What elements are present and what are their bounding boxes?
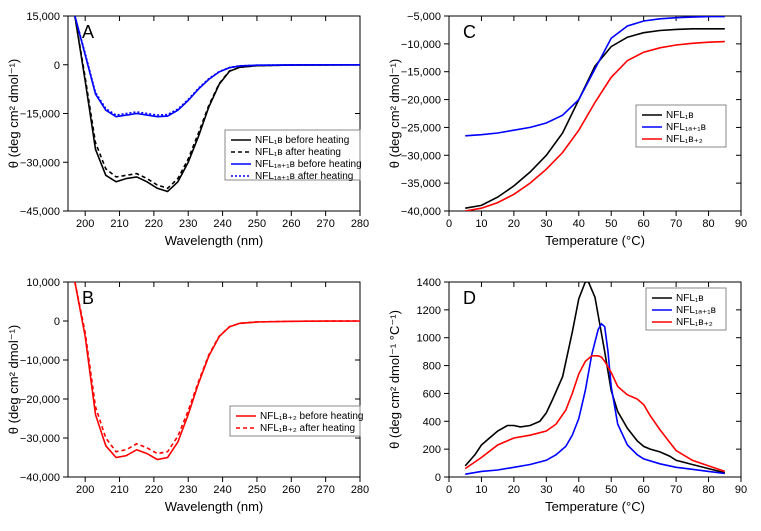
svg-text:−35,000: −35,000 <box>400 178 440 190</box>
svg-text:0: 0 <box>54 316 60 328</box>
svg-text:260: 260 <box>282 218 300 230</box>
svg-text:30: 30 <box>540 218 552 230</box>
svg-text:15,000: 15,000 <box>26 11 60 23</box>
svg-text:600: 600 <box>422 388 440 400</box>
svg-text:−10,000: −10,000 <box>20 355 60 367</box>
panel-a: 200 210 220 230 240 250 260 270 280 −45,000 −30,00… <box>0 0 381 266</box>
panel-b: 200 210 220 230 240 250 260 270 280 −40,000 −30,00… <box>0 266 381 531</box>
svg-text:−15,000: −15,000 <box>400 67 440 79</box>
svg-text:200: 200 <box>76 484 94 496</box>
svg-text:θ (deg cm² dmol⁻¹): θ (deg cm² dmol⁻¹) <box>387 59 402 168</box>
svg-text:NFL₁ₐ₊₁ʙ before heating: NFL₁ₐ₊₁ʙ before heating <box>255 159 362 170</box>
svg-text:−30,000: −30,000 <box>20 157 60 169</box>
svg-text:220: 220 <box>145 484 163 496</box>
svg-text:90: 90 <box>734 484 746 496</box>
svg-text:0: 0 <box>445 484 451 496</box>
svg-text:−20,000: −20,000 <box>20 394 60 406</box>
svg-text:50: 50 <box>605 484 617 496</box>
svg-text:20: 20 <box>507 218 519 230</box>
svg-text:20: 20 <box>507 484 519 496</box>
svg-text:400: 400 <box>422 416 440 428</box>
svg-text:1400: 1400 <box>416 277 440 289</box>
svg-text:−15,000: −15,000 <box>20 109 60 121</box>
panel-d: 0 10 20 30 40 50 60 70 80 90 0 200 400 600 800 1000 1200… <box>381 266 761 531</box>
svg-text:−10,000: −10,000 <box>400 39 440 51</box>
svg-text:280: 280 <box>351 218 369 230</box>
svg-text:Wavelength (nm): Wavelength (nm) <box>165 233 264 248</box>
svg-text:B: B <box>82 288 94 308</box>
svg-text:NFL₁ʙ₊₂: NFL₁ʙ₊₂ <box>676 317 713 328</box>
svg-text:−40,000: −40,000 <box>400 206 440 218</box>
svg-text:NFL₁ₐ₊₁ʙ: NFL₁ₐ₊₁ʙ <box>676 305 716 316</box>
svg-text:240: 240 <box>213 218 231 230</box>
svg-text:NFL₁ₐ₊₁ʙ after heating: NFL₁ₐ₊₁ʙ after heating <box>255 171 353 182</box>
svg-text:40: 40 <box>572 484 584 496</box>
svg-text:260: 260 <box>282 484 300 496</box>
svg-text:200: 200 <box>76 218 94 230</box>
svg-text:230: 230 <box>179 484 197 496</box>
panel-c: 0 10 20 30 40 50 60 70 80 90 −40,000 −35,000 −30,000… <box>381 0 761 266</box>
svg-text:60: 60 <box>637 218 649 230</box>
svg-text:θ (deg cm² dmol⁻¹): θ (deg cm² dmol⁻¹) <box>6 324 21 433</box>
svg-text:NFL₁ʙ: NFL₁ʙ <box>676 293 704 304</box>
svg-text:70: 70 <box>669 218 681 230</box>
svg-text:210: 210 <box>110 484 128 496</box>
svg-text:280: 280 <box>351 484 369 496</box>
svg-text:10,000: 10,000 <box>26 277 60 289</box>
svg-text:800: 800 <box>422 360 440 372</box>
svg-text:θ (deg cm² dmol⁻¹ °C⁻¹): θ (deg cm² dmol⁻¹ °C⁻¹) <box>387 310 402 449</box>
svg-text:−45,000: −45,000 <box>20 206 60 218</box>
svg-text:230: 230 <box>179 218 197 230</box>
svg-text:NFL₁ʙ₊₂ before heating: NFL₁ʙ₊₂ before heating <box>260 411 363 422</box>
svg-text:270: 270 <box>316 484 334 496</box>
svg-text:10: 10 <box>475 218 487 230</box>
svg-text:200: 200 <box>422 444 440 456</box>
svg-text:270: 270 <box>316 218 334 230</box>
svg-text:Temperature (°C): Temperature (°C) <box>545 233 645 248</box>
svg-text:NFL₁ʙ before heating: NFL₁ʙ before heating <box>255 135 349 146</box>
svg-text:80: 80 <box>702 484 714 496</box>
svg-text:0: 0 <box>54 60 60 72</box>
svg-text:210: 210 <box>110 218 128 230</box>
svg-text:−30,000: −30,000 <box>20 433 60 445</box>
svg-text:NFL₁ʙ after heating: NFL₁ʙ after heating <box>255 147 341 158</box>
svg-text:−25,000: −25,000 <box>400 122 440 134</box>
svg-text:NFL₁ₐ₊₁ʙ: NFL₁ₐ₊₁ʙ <box>666 122 706 133</box>
svg-text:40: 40 <box>572 218 584 230</box>
svg-text:D: D <box>463 288 476 308</box>
svg-text:50: 50 <box>605 218 617 230</box>
svg-text:A: A <box>82 22 94 42</box>
svg-text:80: 80 <box>702 218 714 230</box>
svg-text:10: 10 <box>475 484 487 496</box>
svg-text:1000: 1000 <box>416 332 440 344</box>
chart-grid: 200210220230240250260270280−45,000−30,00… <box>0 0 761 531</box>
svg-text:250: 250 <box>248 484 266 496</box>
svg-text:70: 70 <box>669 484 681 496</box>
svg-text:NFL₁ʙ₊₂: NFL₁ʙ₊₂ <box>666 134 703 145</box>
svg-text:−20,000: −20,000 <box>400 95 440 107</box>
svg-text:60: 60 <box>637 484 649 496</box>
svg-text:Wavelength (nm): Wavelength (nm) <box>165 499 264 514</box>
svg-text:240: 240 <box>213 484 231 496</box>
svg-text:NFL₁ʙ₊₂ after heating: NFL₁ʙ₊₂ after heating <box>260 423 355 434</box>
svg-text:30: 30 <box>540 484 552 496</box>
svg-text:250: 250 <box>248 218 266 230</box>
svg-text:NFL₁ʙ: NFL₁ʙ <box>666 110 694 121</box>
svg-text:0: 0 <box>434 472 440 484</box>
svg-text:C: C <box>463 22 476 42</box>
svg-text:−30,000: −30,000 <box>400 150 440 162</box>
svg-text:0: 0 <box>445 218 451 230</box>
svg-text:Temperature (°C): Temperature (°C) <box>545 499 645 514</box>
svg-text:−40,000: −40,000 <box>20 472 60 484</box>
svg-text:90: 90 <box>734 218 746 230</box>
svg-text:−5,000: −5,000 <box>407 11 441 23</box>
svg-text:220: 220 <box>145 218 163 230</box>
svg-text:θ (deg cm² dmol⁻¹): θ (deg cm² dmol⁻¹) <box>6 59 21 168</box>
svg-text:1200: 1200 <box>416 304 440 316</box>
